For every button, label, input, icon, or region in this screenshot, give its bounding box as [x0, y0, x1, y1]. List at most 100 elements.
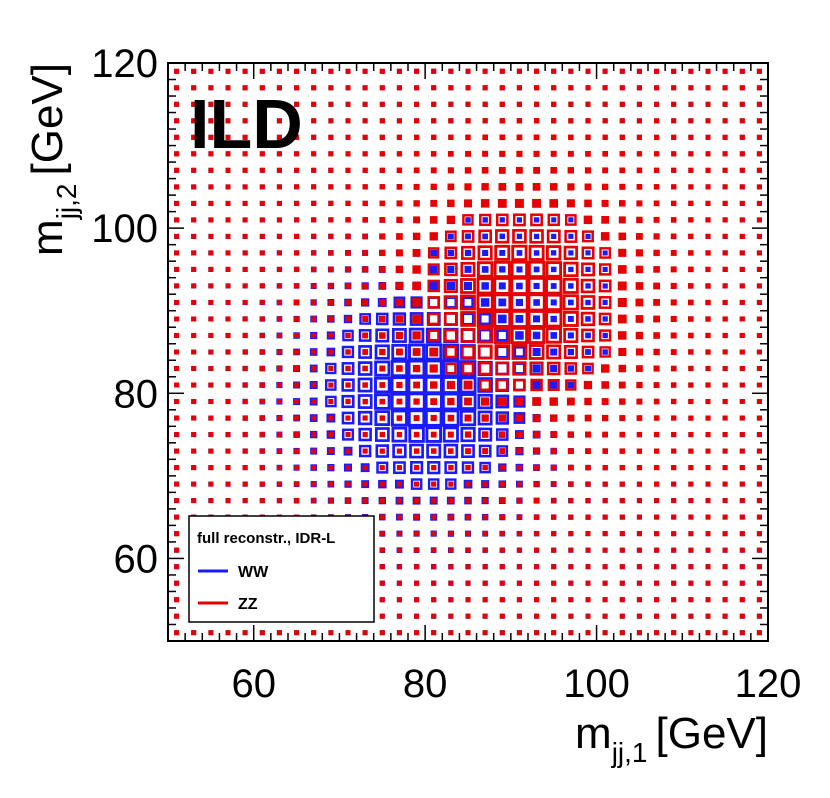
bin-box-zz	[430, 167, 437, 174]
bin-box-zz	[636, 167, 643, 174]
bin-box-zz	[328, 349, 334, 355]
bin-box-zz	[443, 295, 458, 310]
bin-box-zz	[705, 332, 711, 339]
bin-box-ww	[567, 332, 574, 339]
bin-box-zz	[294, 630, 300, 636]
bin-box-zz	[477, 327, 494, 344]
bin-box-zz	[516, 613, 522, 619]
bin-box-zz	[225, 382, 231, 388]
bin-box-zz	[294, 85, 300, 91]
bin-box-zz	[739, 564, 745, 570]
bin-box-zz	[688, 316, 694, 322]
bin-box-zz	[328, 101, 334, 107]
bin-box-zz	[756, 630, 762, 636]
bin-box-zz	[654, 151, 660, 157]
bin-box-zz	[619, 580, 625, 586]
bin-box-zz	[311, 399, 317, 405]
bin-box-zz	[225, 316, 231, 322]
bin-box-zz	[379, 564, 385, 570]
bin-box-zz	[688, 448, 694, 454]
bin-box-zz	[568, 118, 574, 124]
bin-box-zz	[568, 448, 574, 454]
bin-box-ww	[482, 217, 488, 223]
bin-box-zz	[688, 365, 694, 372]
bin-box-zz	[533, 118, 540, 124]
bin-box-zz	[259, 118, 265, 124]
bin-box-zz	[294, 200, 300, 206]
bin-box-zz	[379, 448, 385, 454]
bin-box-zz	[414, 134, 420, 140]
bin-box-zz	[379, 266, 386, 273]
bin-box-zz	[581, 345, 595, 359]
bin-box-zz	[276, 250, 282, 256]
x-axis-title-unit: [GeV]	[656, 709, 769, 758]
bin-box-zz	[654, 514, 660, 520]
bin-box-zz	[551, 498, 557, 504]
bin-box-zz	[191, 382, 197, 388]
bin-box-ww	[357, 410, 373, 426]
bin-box-zz	[259, 349, 265, 355]
bin-box-zz	[413, 448, 420, 454]
x-tick-label: 60	[231, 662, 276, 706]
bin-box-zz	[516, 118, 523, 124]
bin-box-zz	[756, 118, 762, 124]
bin-box-zz	[516, 101, 522, 107]
bin-box-zz	[756, 514, 762, 520]
bin-box-ww	[498, 298, 507, 307]
bin-box-zz	[379, 184, 385, 190]
bin-box-zz	[534, 613, 540, 619]
bin-box-zz	[756, 316, 762, 322]
bin-box-zz	[546, 245, 562, 261]
bin-box-ww	[550, 332, 558, 339]
bin-box-zz	[242, 151, 248, 157]
bin-box-zz	[585, 630, 591, 636]
bin-box-ww	[550, 283, 557, 289]
bin-box-zz	[294, 481, 300, 487]
bin-box-zz	[636, 85, 642, 91]
bin-box-zz	[618, 248, 627, 257]
bin-box-zz	[443, 311, 458, 326]
bin-box-zz	[191, 498, 197, 504]
bin-box-zz	[568, 134, 574, 141]
bin-box-zz	[174, 68, 180, 74]
bin-box-zz	[534, 514, 540, 520]
bin-box-zz	[174, 217, 180, 223]
bin-box-zz	[345, 184, 351, 190]
bin-box-zz	[379, 299, 386, 306]
bin-box-zz	[654, 564, 660, 570]
bin-box-ww	[533, 250, 540, 256]
bin-box-zz	[722, 514, 728, 520]
bin-box-zz	[654, 531, 660, 537]
bin-box-zz	[756, 299, 762, 305]
bin-box-zz	[328, 299, 334, 306]
bin-box-ww	[495, 394, 510, 409]
bin-box-zz	[328, 365, 334, 372]
bin-box-zz	[174, 118, 180, 124]
bin-box-zz	[619, 597, 625, 603]
bin-box-zz	[395, 265, 404, 274]
bin-box-zz	[242, 200, 248, 206]
bin-box-zz	[756, 68, 762, 74]
bin-box-zz	[619, 514, 625, 520]
bin-box-zz	[413, 183, 420, 190]
bin-box-ww	[602, 332, 608, 339]
bin-box-zz	[619, 167, 626, 174]
bin-box-ww	[427, 460, 441, 475]
bin-box-zz	[362, 200, 368, 207]
bin-box-ww	[513, 346, 526, 358]
bin-box-zz	[191, 465, 197, 471]
bin-box-zz	[191, 134, 197, 140]
bin-box-zz	[294, 217, 300, 223]
bin-box-zz	[705, 349, 711, 355]
bin-box-zz	[499, 150, 506, 157]
bin-box-ww	[357, 361, 373, 376]
bin-box-zz	[756, 531, 762, 537]
bin-box-zz	[259, 366, 265, 371]
bin-box-zz	[412, 298, 421, 307]
bin-box-zz	[635, 249, 643, 257]
bin-box-zz	[653, 431, 660, 438]
bin-box-zz	[276, 233, 282, 239]
bin-box-zz	[414, 514, 420, 520]
bin-box-zz	[448, 481, 454, 487]
bin-box-zz	[414, 613, 420, 619]
